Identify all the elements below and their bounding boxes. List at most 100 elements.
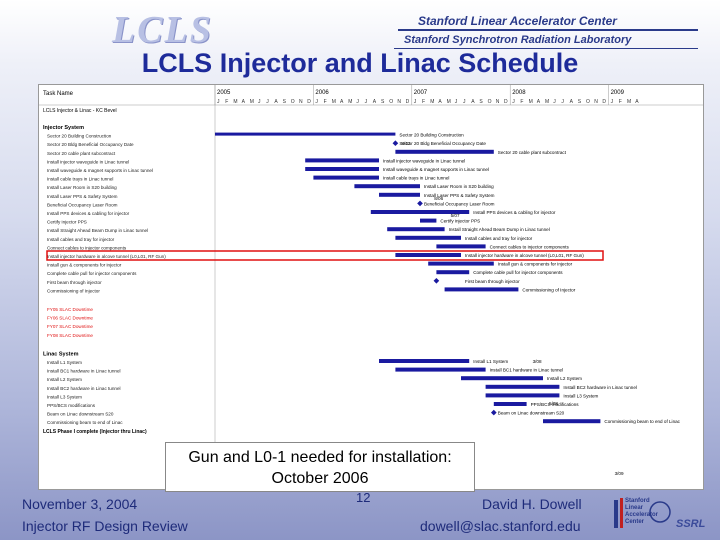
gantt-bar-label: Commissioning of Injector — [522, 287, 575, 292]
slide-title: LCLS Injector and Linac Schedule — [141, 48, 579, 78]
gantt-chart: Task Name 2005 2006 2007 2008 2009 J F M A M J J A S O N… — [38, 84, 704, 490]
gantt-task-name: Install L3 System — [47, 394, 82, 399]
gantt-downtime-label: FY05 SLAC Downtime — [47, 307, 93, 312]
gantt-month-label: M — [430, 99, 434, 105]
gantt-task-name: Commissioning of Injector — [47, 288, 100, 293]
gantt-month-label: M — [348, 99, 352, 105]
gantt-task-name: Complete cable pull for injector compone… — [47, 271, 137, 276]
gantt-bar-label: Install L1 System — [473, 359, 508, 364]
gantt-month-label: F — [225, 99, 228, 105]
gantt-bar-label: Connect cables to injector components — [490, 244, 570, 249]
gantt-bar-label: Install BC1 hardware in Linac tunnel — [490, 368, 564, 373]
gantt-month-label: A — [340, 99, 344, 105]
gantt-month-label: N — [299, 99, 303, 105]
gantt-downtime-label: FY08 SLAC Downtime — [47, 333, 93, 338]
gantt-month-label: M — [627, 99, 631, 105]
gantt-bar — [395, 367, 486, 372]
gantt-bar-label: Install gun & components for injector — [498, 262, 573, 267]
gantt-month-label: F — [324, 99, 327, 105]
footer-logo-line-1: Stanford — [625, 498, 650, 504]
footer-date: November 3, 2004 — [22, 496, 138, 512]
gantt-month-label: J — [463, 99, 466, 105]
gantt-bar-label: Install cables and tray for injector — [465, 236, 533, 241]
gantt-bar — [485, 393, 560, 398]
gantt-month-label: A — [471, 99, 475, 105]
gantt-month-label: M — [529, 99, 533, 105]
gantt-bar-label: Beneficial Occupancy Laser Room — [424, 201, 495, 206]
gantt-task-name: Install BC1 hardware in Linac tunnel — [47, 369, 121, 374]
gantt-bar-label: Install cable trays in Linac tunnel — [383, 176, 449, 181]
gantt-month-label: D — [602, 99, 606, 105]
gantt-bar — [395, 149, 494, 154]
footer-email: dowell@slac.stanford.edu — [420, 518, 581, 534]
gantt-month-label: N — [397, 99, 401, 105]
gantt-milestone-date: 5/07 — [451, 213, 460, 218]
gantt-bar — [370, 210, 470, 214]
gantt-task-name: Install injector hardware in alcove tunn… — [47, 254, 166, 259]
gantt-month-label: F — [619, 99, 622, 105]
slac-footer-logo: Stanford Linear Accelerator Center — [612, 492, 672, 538]
callout-line-2: October 2006 — [271, 470, 369, 487]
gantt-bar — [215, 132, 396, 136]
gantt-bar-label: Install BC2 hardware in Linac tunnel — [563, 385, 637, 390]
gantt-bar-label: Certify injector PPS — [440, 219, 480, 224]
gantt-bar — [428, 261, 494, 266]
gantt-bar-label: Install injector waveguide in Linac tunn… — [383, 158, 465, 163]
gantt-task-name: PPS/BCS modifications — [47, 403, 96, 408]
gantt-milestone-date: 8/06 — [434, 196, 443, 201]
gantt-month-label: A — [438, 99, 442, 105]
gantt-month-label: M — [250, 99, 254, 105]
gantt-section-label: Linac System — [43, 351, 79, 357]
gantt-month-label: A — [570, 99, 574, 105]
gantt-task-name: Install Straight Ahead Beam Dump in Lina… — [47, 228, 148, 233]
org-name-ssrl: Stanford Synchrotron Radiation Laborator… — [404, 34, 632, 46]
gantt-year-label: 2005 — [217, 90, 231, 96]
gantt-task-name: Install cables and tray for injector — [47, 237, 115, 242]
gantt-month-label: O — [389, 99, 393, 105]
footer-logo-line-2: Linear — [625, 505, 644, 511]
gantt-task-name: Install Laser PPS & Safety System — [47, 194, 118, 199]
gantt-bar-label: Sector 20 Bldg Beneficial Occupancy Date — [399, 141, 486, 146]
gantt-bar — [493, 402, 527, 406]
footer-logo-line-3: Accelerator — [625, 512, 659, 518]
gantt-task-name: Sector 20 Bldg Beneficial Occupancy Date — [47, 142, 134, 147]
gantt-milestone — [417, 200, 423, 207]
gantt-bar — [444, 287, 519, 292]
gantt-month-label: M — [447, 99, 451, 105]
gantt-task-name: Install waveguide & magnet supports in L… — [47, 168, 153, 173]
gantt-month-label: A — [537, 99, 541, 105]
gantt-bar — [395, 235, 461, 240]
gantt-bar — [436, 270, 470, 275]
gantt-milestone-date: 5/08 — [549, 401, 558, 406]
callout-box: Gun and L0-1 needed for installation: Oc… — [165, 442, 475, 492]
callout-line-1: Gun and L0-1 needed for installation: — [188, 449, 452, 466]
page-number: 12 — [356, 490, 371, 505]
gantt-month-label: J — [266, 99, 269, 105]
gantt-year-label: 2006 — [315, 90, 329, 96]
gantt-milestone — [433, 277, 440, 284]
gantt-milestone-date: 3/08 — [533, 359, 542, 364]
gantt-bar — [461, 376, 543, 381]
gantt-bar — [436, 244, 486, 249]
gantt-year-label: 2008 — [512, 90, 526, 96]
gantt-bar-label: Install Straight Ahead Beam Dump in Lina… — [449, 227, 550, 232]
gantt-bar-label: PPS/BCS modifications — [531, 402, 580, 407]
gantt-month-label: S — [283, 99, 287, 105]
gantt-month-label: J — [512, 99, 515, 105]
gantt-task-name: Install PPS devices & cabling for inject… — [47, 211, 130, 216]
gantt-bar — [305, 158, 379, 163]
gantt-task-name: Install gun & components for injector — [47, 263, 122, 268]
gantt-task-name: Connect cables to injector components — [47, 245, 127, 250]
footer-logo-line-4: Center — [625, 519, 645, 525]
gantt-last-row: LCLS Phase I complete (Injector thru Lin… — [43, 429, 147, 435]
gantt-bar-label: Install Laser Room in S20 building — [424, 184, 494, 189]
gantt-bar — [305, 167, 379, 171]
gantt-task-name: Install L2 System — [47, 377, 82, 382]
gantt-bar-label: Install Laser PPS & Safety System — [424, 193, 495, 198]
footer-author: David H. Dowell — [482, 496, 582, 512]
gantt-bar-label: First beam through injector — [465, 279, 520, 284]
gantt-month-label: M — [233, 99, 237, 105]
gantt-month-label: A — [242, 99, 246, 105]
gantt-bar — [420, 218, 437, 223]
gantt-bar-label: Complete cable pull for injector compone… — [473, 270, 563, 275]
